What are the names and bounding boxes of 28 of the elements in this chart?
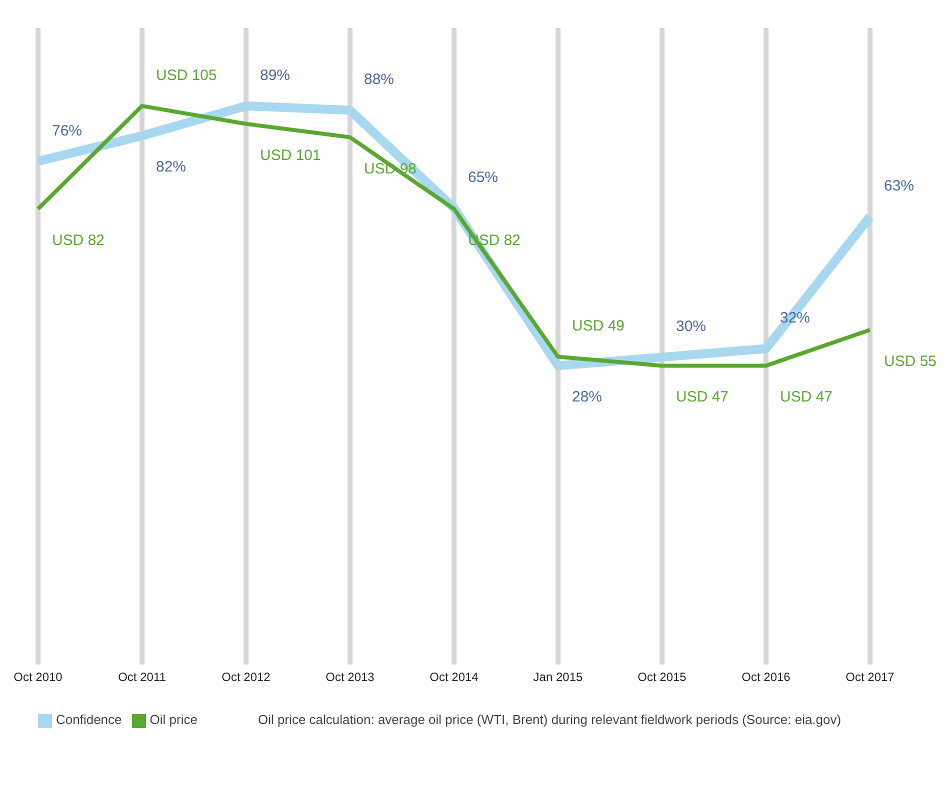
data-label: 65% (468, 169, 498, 186)
data-label: USD 49 (572, 318, 625, 335)
data-label: 88% (364, 71, 394, 88)
x-tick-label: Oct 2013 (326, 670, 375, 684)
x-tick-label: Oct 2010 (14, 670, 63, 684)
data-label: USD 47 (780, 388, 833, 406)
data-label: 82% (156, 158, 186, 176)
data-label: USD 101 (260, 146, 321, 164)
data-label: 28% (572, 388, 602, 406)
x-tick-label: Oct 2012 (222, 670, 271, 684)
x-tick-label: Oct 2014 (430, 670, 479, 684)
x-tick-label: Oct 2017 (846, 670, 895, 684)
x-tick-label: Jan 2015 (533, 670, 584, 684)
x-tick-label: Oct 2011 (118, 670, 166, 684)
data-label: 76% (52, 122, 82, 140)
x-tick-label: Oct 2015 (638, 670, 687, 684)
data-label: USD 55 (884, 352, 937, 370)
data-label: USD 47 (676, 388, 729, 406)
data-label: 32% (780, 310, 810, 327)
data-label: 30% (676, 318, 706, 336)
data-label: USD 82 (52, 232, 105, 249)
legend-label: Confidence (56, 712, 122, 728)
data-label: 63% (884, 178, 914, 195)
x-tick-label: Oct 2016 (742, 670, 791, 684)
data-label: 89% (260, 66, 290, 84)
legend-label: Oil price (150, 712, 198, 728)
text: Oil price calculation: average oil price (WTI, Brent) during relevant fieldwork periods (Source: eia.gov) (258, 712, 842, 727)
data-label: USD 105 (156, 66, 217, 84)
